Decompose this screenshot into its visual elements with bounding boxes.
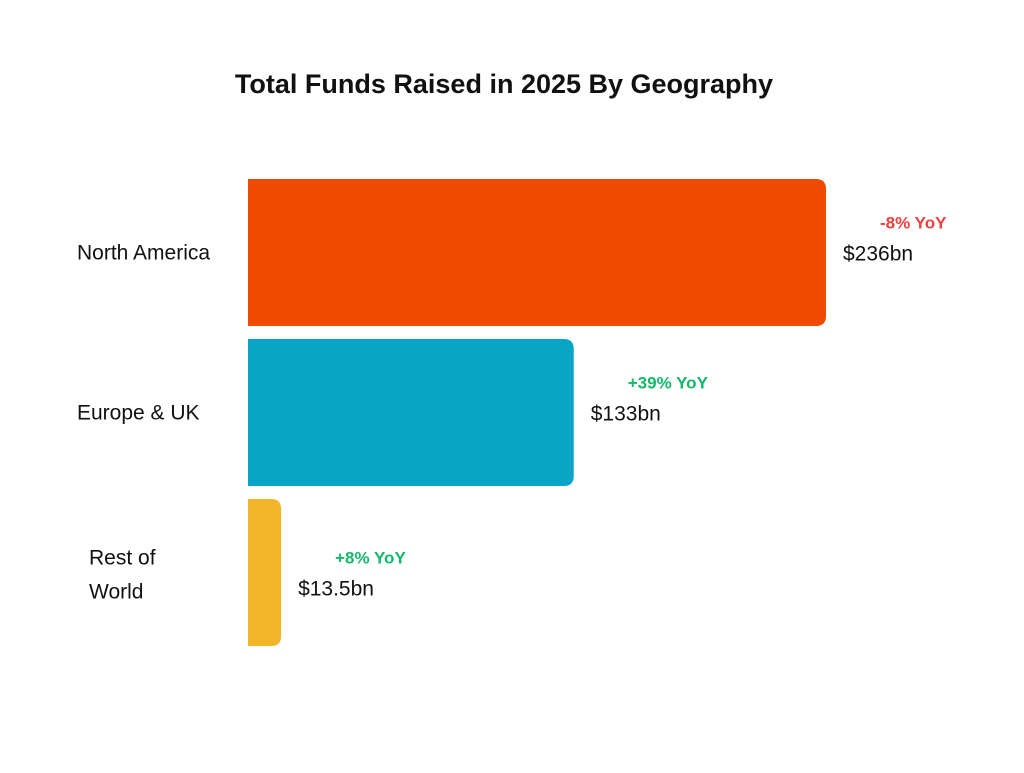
value-label: $133bn xyxy=(591,403,661,426)
yoy-label: +39% YoY xyxy=(628,374,709,393)
bar-1 xyxy=(248,339,574,486)
value-label: $236bn xyxy=(843,243,913,266)
yoy-label: -8% YoY xyxy=(880,214,947,233)
category-label: Rest of World xyxy=(89,547,156,604)
category-label: North America xyxy=(77,242,210,265)
bar-0 xyxy=(248,179,826,326)
yoy-label: +8% YoY xyxy=(335,549,406,568)
bars-group xyxy=(248,179,826,646)
bar-2 xyxy=(248,499,282,646)
category-label: Europe & UK xyxy=(77,402,200,425)
chart-title: Total Funds Raised in 2025 By Geography xyxy=(235,69,773,99)
value-label: $13.5bn xyxy=(298,578,374,601)
labels-group: North America $236bn -8% YoY Europe & UK $13… xyxy=(77,214,947,604)
